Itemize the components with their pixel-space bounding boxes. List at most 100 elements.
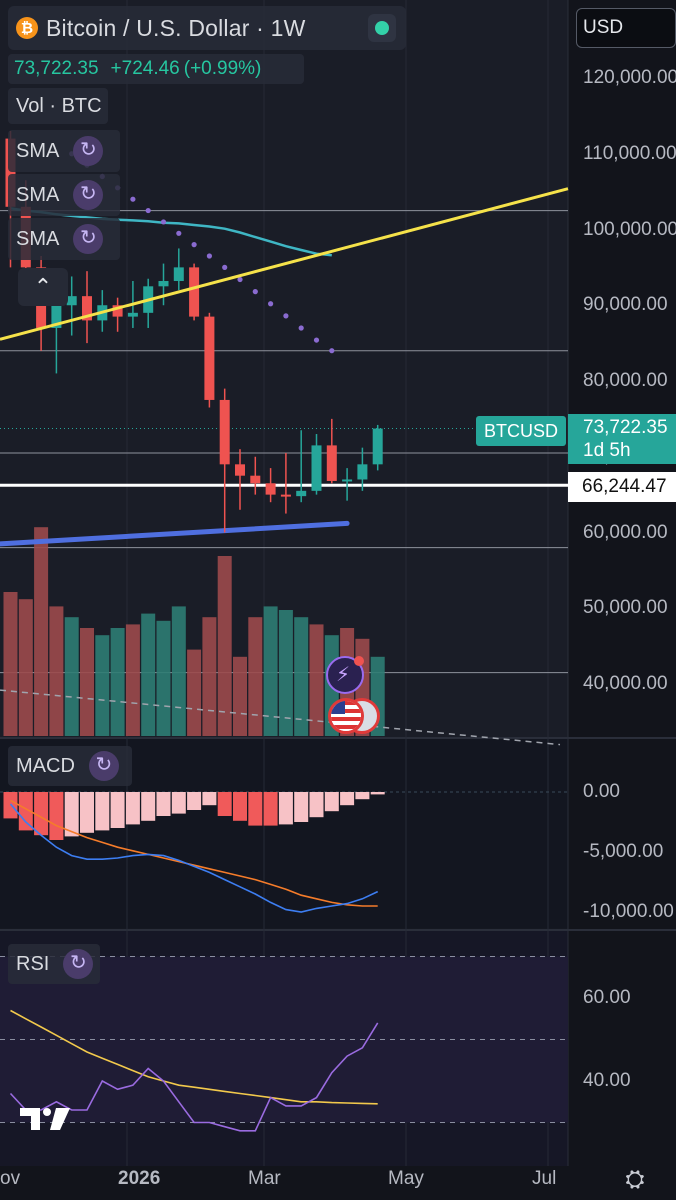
macd-histogram-bar [294,792,309,822]
volume-bar [34,527,49,736]
collapse-legend-button[interactable]: ⌃ [18,268,68,306]
price-tick-label: 50,000.00 [583,597,668,619]
sma-legend-2[interactable]: SMA [8,174,120,216]
candle-body [311,445,322,491]
macd-histogram-bar [171,792,186,814]
sma-legend-1[interactable]: SMA [8,130,120,172]
candle-body [189,267,200,317]
candle-body [280,494,291,497]
macd-histogram-bar [202,792,217,806]
sar-dot [268,301,274,307]
macd-tick-label: -10,000.00 [583,901,674,922]
rsi-legend-label: RSI [16,952,50,975]
macd-legend[interactable]: MACD [8,746,132,786]
volume-bar [95,635,110,736]
sar-dot [329,348,335,354]
macd-histogram-bar [64,792,79,837]
sar-dot [176,230,182,236]
macd-histogram-bar [324,792,339,812]
volume-bar [3,592,18,736]
macd-histogram-bar [355,792,370,800]
candle [372,424,383,471]
sar-dot [160,219,167,225]
candle-body [158,281,169,287]
candle-body [112,305,123,317]
volume-bar [248,617,263,736]
symbol-header[interactable]: ₿ Bitcoin / U.S. Dollar · 1W [8,6,406,50]
time-tick-label: May [388,1168,424,1189]
time-tick-label: Jul [532,1168,557,1189]
candle [357,447,368,491]
macd-legend-label: MACD [16,754,75,777]
rsi-tick-label: 40.00 [583,1070,631,1091]
candle [219,388,230,533]
symbol-price-tag: BTCUSD [476,416,566,446]
price-tick-label: 90,000.00 [583,294,668,316]
macd-histogram-bar [187,792,202,810]
volume-bar [64,617,79,736]
sar-dot [191,242,197,248]
rsi-ma-line [10,1009,378,1105]
quote-bar: 73,722.35 +724.46 (+0.99%) [8,54,304,84]
volume-bar [202,617,217,736]
blue-trendline [0,520,350,547]
sar-dot [313,337,320,343]
events-lightning-icon[interactable]: ⚡ [326,656,364,694]
macd-tick-label: 0.00 [583,781,620,802]
sma-legend-3[interactable]: SMA [8,218,120,260]
sync-icon[interactable] [88,751,119,781]
sar-dot [222,264,228,270]
sync-icon[interactable] [73,136,104,166]
volume-bar [80,628,94,736]
candle-body [82,296,92,321]
currency-button[interactable]: USD [576,8,676,48]
volume-legend[interactable]: Vol · BTC [8,88,108,124]
settings-gear-icon[interactable]: ⛭ [625,1166,645,1193]
price-tick-label: 60,000.00 [583,521,668,543]
macd-histogram-bar [110,792,125,828]
candle-body [127,312,138,317]
volume-bar [233,656,247,736]
sar-dot [206,253,212,259]
sma-legend-3-label: SMA [16,227,60,250]
macd-histogram-bar [340,792,355,806]
macd-histogram-bar [95,792,110,831]
volume-bar [171,606,186,736]
candle [326,418,337,484]
candle-body [219,399,230,465]
candle [82,271,92,344]
candle-body [235,464,245,476]
rsi-legend[interactable]: RSI [8,944,100,984]
candle [158,263,169,306]
volume-bar [18,599,33,736]
sar-dot [130,196,136,202]
macd-line [9,803,379,913]
us-flag-icon[interactable] [328,698,364,734]
sync-icon[interactable] [73,180,104,210]
notification-dot [354,656,364,666]
macd-histogram-bar [49,792,64,840]
candle [112,297,123,332]
macd-histogram-bar [217,792,232,816]
time-axis-bg [0,1166,676,1200]
macd-tick-label: -5,000.00 [583,841,664,862]
yellow-trendline [0,187,569,341]
macd-histogram-bar [141,792,156,821]
candle-body [296,490,307,497]
candle [250,456,261,495]
volume-bar [125,624,140,736]
time-tick-label: ov [0,1168,21,1189]
rsi-line [9,1022,379,1132]
sync-icon[interactable] [63,949,94,979]
sync-icon[interactable] [73,224,104,254]
symbol-title: Bitcoin / U.S. Dollar · 1W [46,14,306,41]
candle-body [173,267,184,282]
candle [204,312,215,408]
candle-body [326,445,337,481]
axis-bg [568,0,676,1166]
candle [189,263,200,321]
time-tick-label: Mar [248,1168,281,1189]
market-status-icon[interactable] [368,14,396,42]
volume-bar [110,628,125,736]
